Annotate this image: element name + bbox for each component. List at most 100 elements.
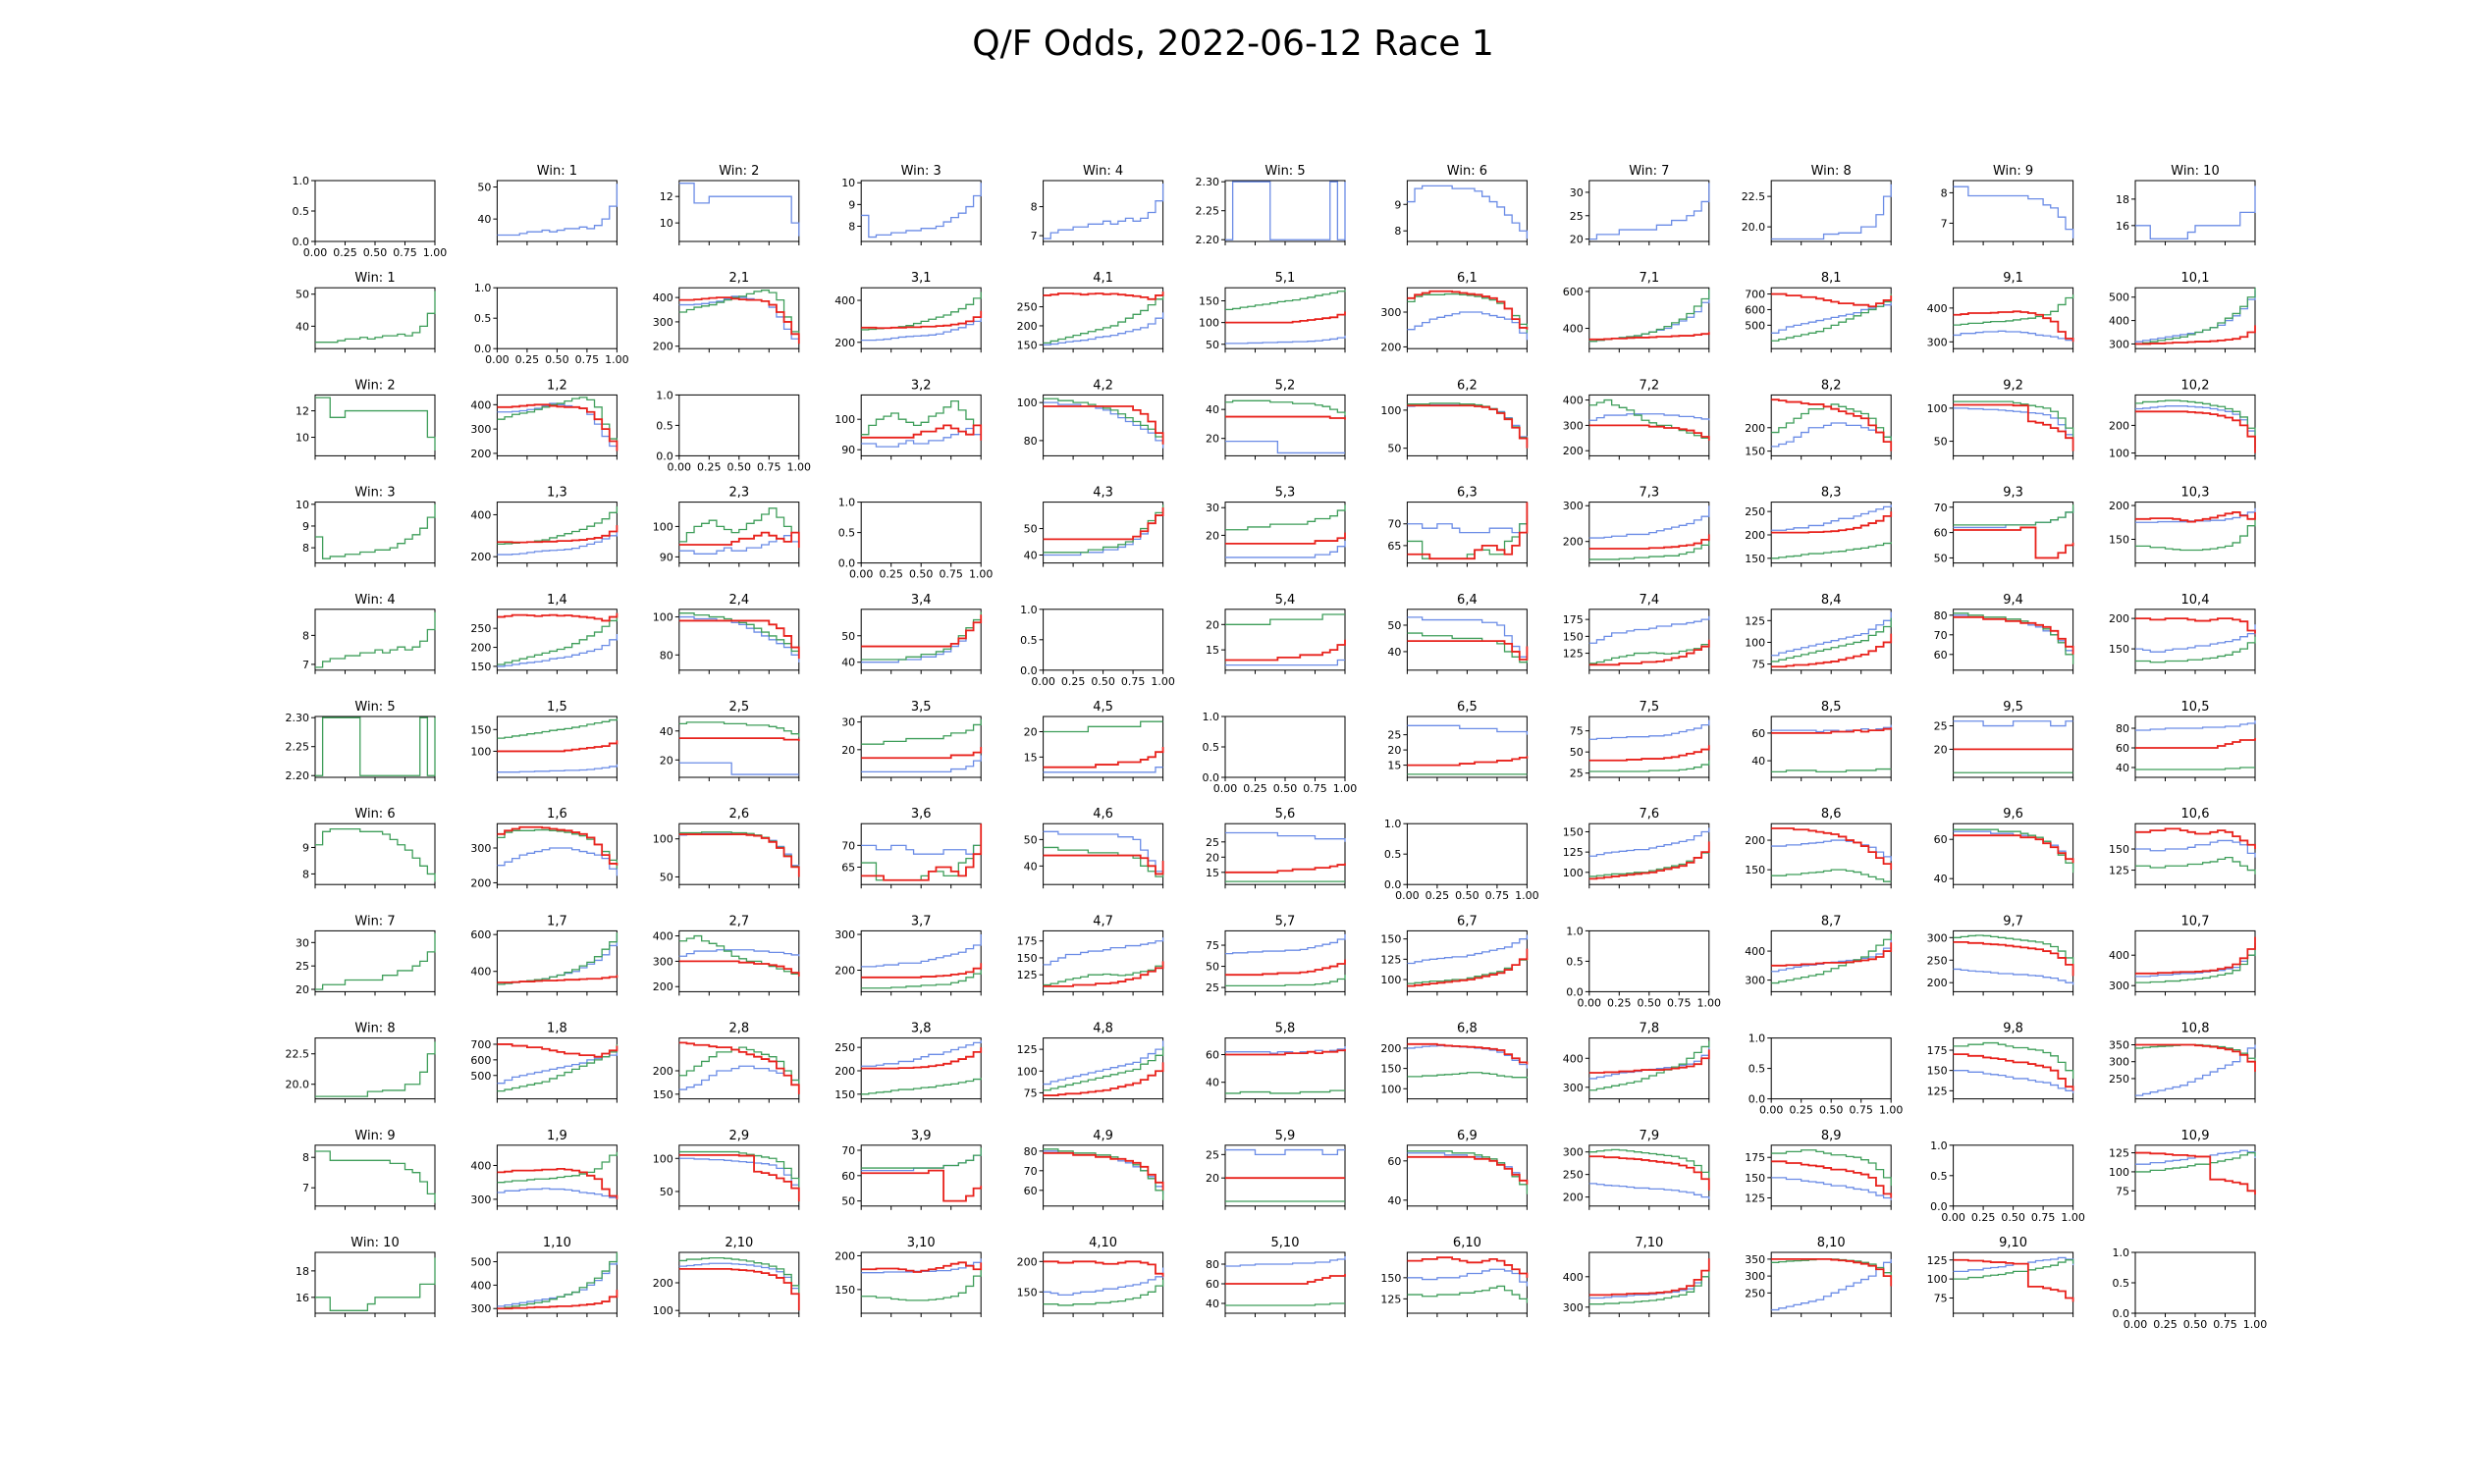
series-line-blue bbox=[2135, 720, 2256, 731]
subplot-title: 3,10 bbox=[907, 1236, 936, 1250]
y-tick-label: 15 bbox=[1024, 751, 1038, 764]
panel-r7-c8: 8,7 300 400 bbox=[1745, 914, 1893, 996]
y-tick-label: 9 bbox=[848, 198, 855, 211]
panel-r9-c0: Win: 9 7 8 bbox=[302, 1129, 436, 1210]
subplot-title: 10,2 bbox=[2181, 378, 2210, 393]
x-tick-label: 0.00 bbox=[1213, 782, 1238, 795]
y-tick-label: 150 bbox=[2109, 533, 2129, 546]
series-line-blue bbox=[678, 1157, 800, 1198]
subplot-title: 2,8 bbox=[728, 1022, 749, 1036]
axes-frame bbox=[1953, 822, 2074, 885]
y-tick-label: 700 bbox=[1745, 289, 1765, 301]
series-line-red bbox=[2135, 1151, 2256, 1195]
subplot-title: 2,6 bbox=[728, 807, 749, 822]
subplot-title: Win: 1 bbox=[354, 271, 395, 286]
series-line-blue bbox=[861, 755, 982, 773]
panel-r0-c5: Win: 5 2.20 2.25 2.30 bbox=[1196, 164, 1346, 246]
y-tick-label: 60 bbox=[1206, 1049, 1219, 1062]
series-line-blue bbox=[1225, 541, 1346, 558]
series-line-red bbox=[1953, 1258, 2074, 1302]
series-line-blue bbox=[497, 633, 618, 667]
series-line-blue bbox=[861, 934, 982, 968]
panel-r4-c9: 9,4 60 70 80 bbox=[1934, 593, 2074, 674]
series-line-blue bbox=[1043, 767, 1163, 773]
y-tick-label: 7 bbox=[302, 659, 309, 671]
panel-r3-c7: 7,3 200 300 bbox=[1563, 486, 1710, 567]
series-line-blue bbox=[1043, 1267, 1164, 1297]
subplot-title: 6,9 bbox=[1457, 1129, 1478, 1143]
subplot-title: 3,9 bbox=[911, 1129, 932, 1143]
series-line-green bbox=[1225, 975, 1346, 987]
series-line-blue bbox=[1407, 1268, 1529, 1287]
y-tick-label: 0.5 bbox=[1020, 634, 1038, 647]
y-tick-label: 20.0 bbox=[286, 1079, 310, 1091]
y-tick-label: 150 bbox=[1745, 1172, 1765, 1185]
y-tick-label: 60 bbox=[1751, 727, 1765, 740]
subplot-title: Win: 10 bbox=[2171, 164, 2219, 179]
y-tick-label: 1.0 bbox=[474, 282, 492, 294]
panel-r2-c8: 8,2 150 200 bbox=[1745, 378, 1893, 460]
y-tick-label: 80 bbox=[1206, 1258, 1219, 1271]
series-line-blue bbox=[861, 1039, 982, 1067]
x-tick-label: 0.75 bbox=[2213, 1318, 2237, 1331]
x-tick-label: 1.00 bbox=[2243, 1318, 2268, 1331]
subplot-title: 3,6 bbox=[911, 807, 932, 822]
panel-r5-c10: 10,5 40 60 80 bbox=[2116, 700, 2256, 781]
axes-frame bbox=[1770, 929, 1892, 992]
y-tick-label: 20 bbox=[841, 744, 855, 757]
x-tick-label: 0.75 bbox=[1121, 675, 1146, 688]
y-tick-label: 150 bbox=[1745, 446, 1765, 458]
series-line-red bbox=[678, 960, 800, 977]
y-tick-label: 60 bbox=[1206, 1278, 1219, 1291]
y-tick-label: 50 bbox=[1570, 746, 1584, 759]
y-tick-label: 8 bbox=[1941, 186, 1948, 199]
x-tick-label: 0.50 bbox=[1273, 782, 1298, 795]
series-line-green bbox=[1771, 768, 1892, 773]
y-tick-label: 700 bbox=[470, 1038, 491, 1051]
y-tick-label: 40 bbox=[1024, 550, 1038, 562]
y-tick-label: 50 bbox=[1387, 619, 1401, 632]
y-tick-label: 50 bbox=[660, 871, 673, 883]
subplot-title: 3,4 bbox=[911, 593, 932, 608]
panel-r6-c8: 8,6 150 200 bbox=[1745, 807, 1893, 889]
subplot-title: Win: 3 bbox=[901, 164, 941, 179]
axes-frame bbox=[1588, 929, 1710, 992]
axes-frame bbox=[1224, 716, 1346, 778]
axes-frame bbox=[1406, 609, 1528, 671]
series-line-red bbox=[1225, 639, 1346, 662]
series-line-green bbox=[861, 1147, 982, 1169]
panel-r0-c1: Win: 1 40 50 bbox=[477, 164, 618, 245]
panel-r5-c3: 3,5 20 30 bbox=[841, 700, 983, 781]
x-tick-label: 0.25 bbox=[1061, 675, 1086, 688]
axes-frame bbox=[1588, 1144, 1710, 1207]
y-tick-label: 100 bbox=[1380, 974, 1401, 986]
panel-r8-c3: 3,8 150 200 250 bbox=[834, 1022, 983, 1103]
panel-r4-c1: 1,4 150 200 250 bbox=[470, 593, 618, 674]
series-line-blue bbox=[497, 402, 618, 450]
axes-frame bbox=[1406, 180, 1528, 242]
panel-r7-c10: 10,7 300 400 bbox=[2109, 914, 2256, 996]
subplot-title: 2,9 bbox=[728, 1129, 749, 1143]
series-line-green bbox=[1771, 542, 1892, 559]
y-tick-label: 125 bbox=[1745, 614, 1765, 627]
subplot-title: Win: 10 bbox=[350, 1236, 399, 1250]
panel-r7-c4: 4,7 125 150 175 bbox=[1017, 914, 1164, 996]
subplot-title: 10,4 bbox=[2181, 593, 2210, 608]
y-tick-label: 500 bbox=[2109, 292, 2129, 304]
panel-r8-c9: 9,8 125 150 175 bbox=[1927, 1022, 2074, 1103]
y-tick-label: 1.0 bbox=[293, 175, 310, 187]
y-tick-label: 25 bbox=[1387, 729, 1401, 742]
y-tick-label: 22.5 bbox=[286, 1048, 310, 1061]
axes-frame bbox=[314, 822, 436, 885]
axes-frame bbox=[1953, 609, 2074, 671]
panel-r8-c5: 5,8 40 60 bbox=[1206, 1022, 1346, 1103]
panel-r6-c9: 9,6 40 60 bbox=[1934, 807, 2074, 889]
panel-r2-c4: 4,2 80 100 bbox=[1017, 378, 1164, 460]
subplot-title: 4,5 bbox=[1093, 700, 1113, 715]
series-line-green bbox=[315, 827, 436, 882]
series-line-green bbox=[1771, 403, 1892, 447]
x-tick-label: 0.00 bbox=[1759, 1104, 1784, 1117]
y-tick-label: 200 bbox=[1017, 320, 1038, 333]
subplot-title: 2,10 bbox=[725, 1236, 753, 1250]
series-line-blue bbox=[1043, 401, 1164, 449]
